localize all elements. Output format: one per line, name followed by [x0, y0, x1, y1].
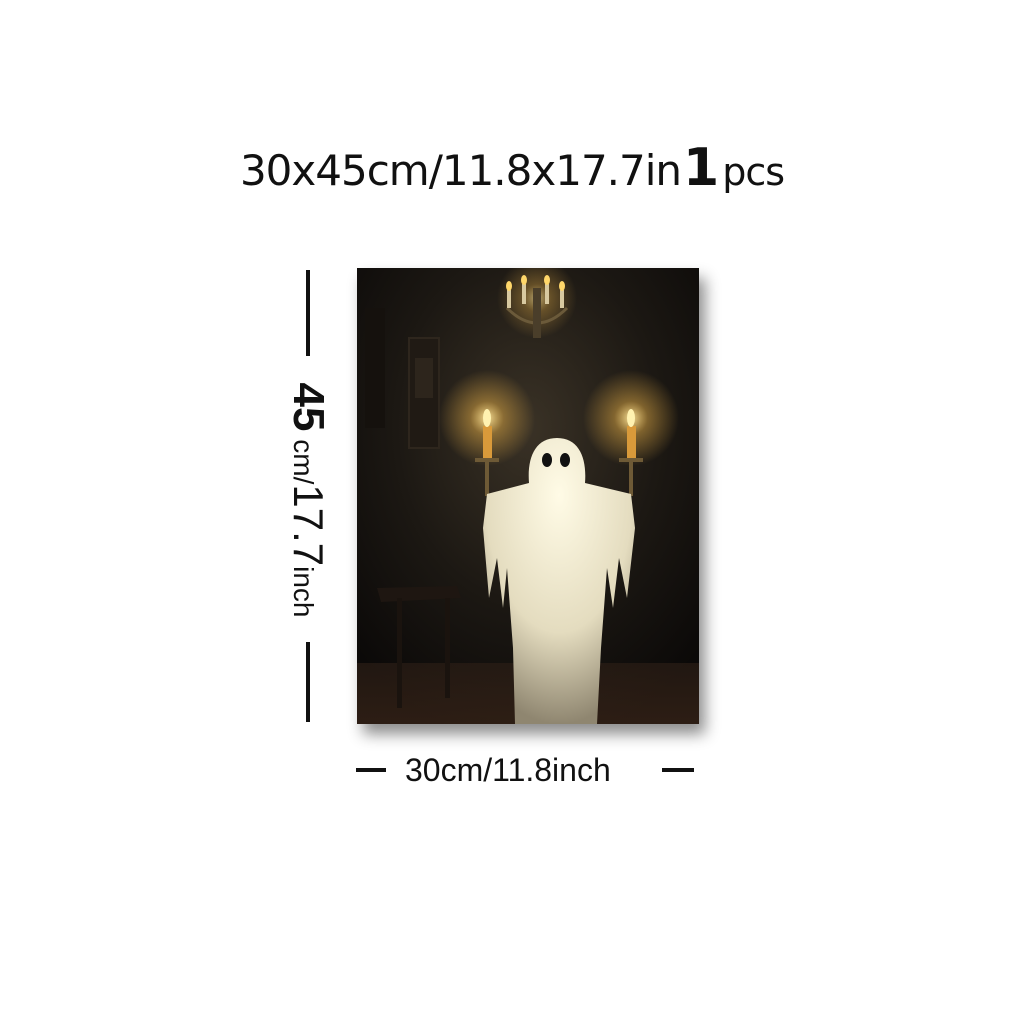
height-number: 45	[284, 382, 333, 432]
quantity-unit: pcs	[722, 150, 785, 194]
height-unit-cm: cm/	[288, 439, 319, 485]
height-line-bottom	[306, 642, 310, 722]
height-inches: 17.7	[285, 484, 332, 567]
height-line-top	[306, 270, 310, 356]
size-text: 30x45cm/11.8x17.7in	[239, 146, 682, 195]
width-label: 30cm/11.8inch	[405, 752, 611, 788]
quantity: 1	[683, 138, 719, 198]
size-title: 30x45cm/11.8x17.7in1 pcs	[0, 138, 1024, 198]
width-line-left	[356, 768, 386, 772]
ghost-figure	[483, 438, 635, 724]
height-label: 45 cm/17.7inch	[283, 383, 333, 618]
ghost-artwork	[357, 268, 699, 724]
height-unit-inch: inch	[288, 566, 319, 618]
canvas-print	[357, 268, 699, 724]
width-line-right	[662, 768, 694, 772]
